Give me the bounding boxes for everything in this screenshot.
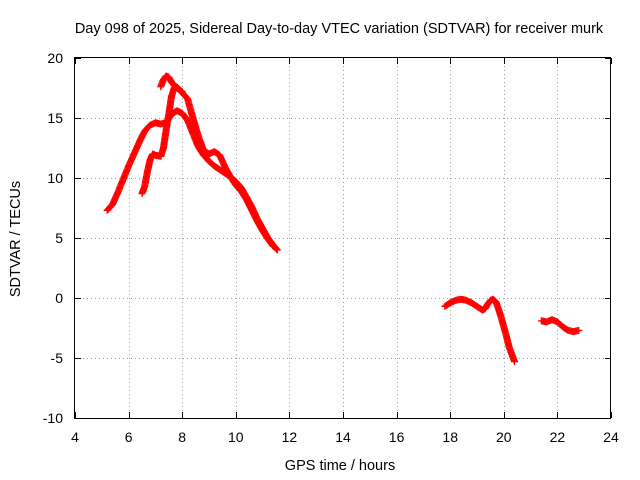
x-tick-label: 10 <box>228 429 244 445</box>
data-point <box>575 326 583 334</box>
chart-title: Day 098 of 2025, Sidereal Day-to-day VTE… <box>75 21 604 37</box>
ticks: 4 6 8 10 12 14 16 18 20 22 24 -10 -5 0 5 10 15 20 <box>43 50 619 445</box>
y-tick-label: 5 <box>55 230 63 246</box>
data-point <box>269 242 277 249</box>
data-point <box>273 246 281 254</box>
x-tick-label: 18 <box>442 429 458 445</box>
x-tick-label: 24 <box>603 429 619 445</box>
data-point <box>178 88 186 96</box>
x-axis-label: GPS time / hours <box>285 458 395 474</box>
y-tick-label: 0 <box>55 290 63 306</box>
data-points <box>103 72 583 366</box>
y-tick-label: -5 <box>51 350 64 366</box>
x-tick-label: 22 <box>550 429 566 445</box>
grid <box>75 58 611 418</box>
data-point <box>511 358 519 366</box>
x-tick-label: 14 <box>335 429 351 445</box>
y-tick-label: 15 <box>47 110 63 126</box>
x-tick-label: 8 <box>178 429 186 445</box>
x-tick-label: 6 <box>125 429 133 445</box>
y-tick-label: 20 <box>47 50 63 66</box>
x-tick-label: 16 <box>389 429 405 445</box>
y-axis-label: SDTVAR / TECUs <box>8 181 24 297</box>
x-tick-label: 12 <box>282 429 298 445</box>
y-tick-label: 10 <box>47 170 63 186</box>
x-tick-label: 4 <box>71 429 79 445</box>
x-tick-label: 20 <box>496 429 512 445</box>
y-tick-label: -10 <box>43 410 63 426</box>
data-point <box>269 242 277 250</box>
